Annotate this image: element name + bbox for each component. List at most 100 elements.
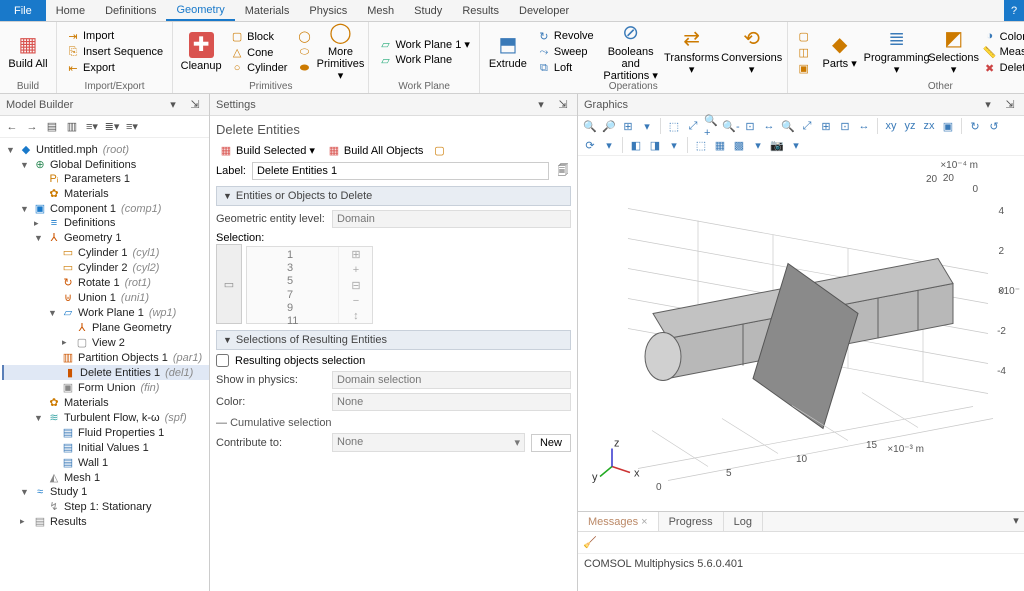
block-button[interactable]: ▢Block bbox=[227, 29, 290, 44]
tree-node[interactable]: ▣Form Union(fin) bbox=[2, 380, 209, 395]
panel-pin-icon[interactable]: ▾ bbox=[165, 97, 181, 113]
tree-node[interactable]: ✿Materials bbox=[2, 186, 209, 201]
tree-node[interactable]: ◭Mesh 1 bbox=[2, 470, 209, 485]
gfx-tool-icon[interactable]: xy bbox=[883, 118, 899, 134]
delete-sequence-button[interactable]: ✖Delete Sequence bbox=[980, 61, 1024, 76]
revolve-button[interactable]: ↻Revolve bbox=[534, 29, 597, 44]
menu-tab-study[interactable]: Study bbox=[404, 0, 452, 21]
menu-file[interactable]: File bbox=[0, 0, 46, 21]
gfx-tool-icon[interactable]: ↺ bbox=[986, 118, 1002, 134]
tree-node[interactable]: ✿Materials bbox=[2, 395, 209, 410]
gfx-tool-icon[interactable]: ▾ bbox=[750, 137, 766, 153]
gfx-tool-icon[interactable]: ↔ bbox=[761, 118, 777, 134]
tree-node[interactable]: ▼⊕Global Definitions bbox=[2, 157, 209, 172]
message-tab-progress[interactable]: Progress bbox=[659, 512, 724, 531]
gfx-tool-icon[interactable]: ↻ bbox=[967, 118, 983, 134]
transforms-button[interactable]: ⇄ Transforms ▾ bbox=[665, 26, 719, 78]
gfx-tool-icon[interactable]: ▾ bbox=[639, 118, 655, 134]
gfx-tool-icon[interactable]: ▾ bbox=[601, 137, 617, 153]
section-resulting[interactable]: ▼Selections of Resulting Entities bbox=[216, 330, 571, 350]
menu-tab-physics[interactable]: Physics bbox=[299, 0, 357, 21]
programming-button[interactable]: ≣Programming ▾ bbox=[866, 26, 928, 78]
menu-tab-home[interactable]: Home bbox=[46, 0, 95, 21]
gfx-tool-icon[interactable]: ⊞ bbox=[620, 118, 636, 134]
new-button[interactable]: New bbox=[531, 434, 571, 452]
gfx-tool-icon[interactable]: 📷 bbox=[769, 137, 785, 153]
gfx-tool-icon[interactable]: ◨ bbox=[647, 137, 663, 153]
gfx-tool-icon[interactable]: ⊡ bbox=[742, 118, 758, 134]
gfx-tool-icon[interactable]: ⟳ bbox=[582, 137, 598, 153]
section-entities[interactable]: ▼Entities or Objects to Delete bbox=[216, 186, 571, 206]
build-all-objects-button[interactable]: ▦Build All Objects bbox=[324, 143, 426, 158]
tree-node[interactable]: ↻Rotate 1(rot1) bbox=[2, 275, 209, 290]
measure-button[interactable]: 📏Measure bbox=[980, 45, 1024, 60]
menu-tab-results[interactable]: Results bbox=[452, 0, 509, 21]
tree-node[interactable]: ▸▤Results bbox=[2, 514, 209, 529]
work-plane-button[interactable]: ▱Work Plane bbox=[375, 53, 472, 68]
gfx-tool-icon[interactable]: ⤢ bbox=[685, 118, 701, 134]
selection-listbox[interactable]: 1357911 ⊞+⊟−↕ bbox=[246, 246, 373, 324]
gfx-tool-icon[interactable]: ⬚ bbox=[666, 118, 682, 134]
cone-button[interactable]: △Cone bbox=[227, 45, 290, 60]
selection-toggle[interactable]: ▭ bbox=[216, 244, 242, 324]
build-selected-button[interactable]: ▦Build Selected ▾ bbox=[216, 143, 318, 158]
gfx-tool-icon[interactable]: ⤢ bbox=[799, 118, 815, 134]
menu-tab-developer[interactable]: Developer bbox=[509, 0, 579, 21]
build-all-button[interactable]: ▦ Build All bbox=[6, 26, 50, 78]
gfx-tool-icon[interactable]: 🔍- bbox=[723, 118, 739, 134]
import-button[interactable]: ⇥Import bbox=[63, 29, 166, 44]
gfx-tool-icon[interactable]: ◧ bbox=[628, 137, 644, 153]
gfx-tool-icon[interactable]: 🔎 bbox=[601, 118, 617, 134]
graphics-canvas[interactable]: x y z ×10⁻⁴ m 20 0 ×10⁻ ×10⁻³ m 0 5 10 1… bbox=[578, 156, 1024, 511]
colors-button[interactable]: ◑Colors ▾ bbox=[980, 29, 1024, 44]
model-tree[interactable]: ▼◆Untitled.mph(root)▼⊕Global Definitions… bbox=[0, 138, 209, 591]
tree-node[interactable]: ▸▢View 2 bbox=[2, 335, 209, 350]
tree-node[interactable]: ▭Cylinder 1(cyl1) bbox=[2, 245, 209, 260]
tree-node[interactable]: ↯Step 1: Stationary bbox=[2, 499, 209, 514]
tree-node[interactable]: ▼⅄Geometry 1 bbox=[2, 230, 209, 245]
parts-button[interactable]: ◆Parts ▾ bbox=[818, 26, 862, 78]
message-tab-messages[interactable]: Messages × bbox=[578, 512, 659, 531]
gfx-tool-icon[interactable]: ⊞ bbox=[818, 118, 834, 134]
tree-node[interactable]: ▥Partition Objects 1(par1) bbox=[2, 350, 209, 365]
menu-tab-definitions[interactable]: Definitions bbox=[95, 0, 166, 21]
tree-node[interactable]: ▤Wall 1 bbox=[2, 455, 209, 470]
tree-node[interactable]: ⊎Union 1(uni1) bbox=[2, 290, 209, 305]
gfx-tool-icon[interactable]: ⬚ bbox=[693, 137, 709, 153]
selections-button[interactable]: ◩Selections ▾ bbox=[932, 26, 976, 78]
gfx-tool-icon[interactable]: ▣ bbox=[940, 118, 956, 134]
gfx-tool-icon[interactable]: yz bbox=[902, 118, 918, 134]
cleanup-button[interactable]: ✚ Cleanup bbox=[179, 26, 223, 78]
gfx-tool-icon[interactable]: ▾ bbox=[788, 137, 804, 153]
extrude-button[interactable]: ⬒ Extrude bbox=[486, 26, 530, 78]
insert-sequence-button[interactable]: ⎘Insert Sequence bbox=[63, 45, 166, 60]
tree-node[interactable]: ▸≡Definitions bbox=[2, 216, 209, 230]
clear-messages-icon[interactable]: 🧹 bbox=[582, 535, 598, 551]
menu-tab-geometry[interactable]: Geometry bbox=[166, 0, 234, 21]
tree-node[interactable]: ▤Initial Values 1 bbox=[2, 440, 209, 455]
resulting-checkbox[interactable] bbox=[216, 354, 229, 367]
label-input[interactable] bbox=[252, 162, 549, 180]
gfx-tool-icon[interactable]: ⊡ bbox=[837, 118, 853, 134]
cylinder-button[interactable]: ○Cylinder bbox=[227, 61, 290, 75]
gfx-tool-icon[interactable]: 🔍 bbox=[582, 118, 598, 134]
gfx-tool-icon[interactable]: zx bbox=[921, 118, 937, 134]
gfx-tool-icon[interactable]: ▩ bbox=[731, 137, 747, 153]
tree-node[interactable]: ▼◆Untitled.mph(root) bbox=[2, 142, 209, 157]
more-primitives-button[interactable]: ◯ More Primitives ▾ bbox=[318, 26, 362, 78]
tree-node[interactable]: PᵢParameters 1 bbox=[2, 172, 209, 186]
tree-node[interactable]: ⅄Plane Geometry bbox=[2, 320, 209, 335]
gfx-tool-icon[interactable]: ▾ bbox=[666, 137, 682, 153]
export-button[interactable]: ⇤Export bbox=[63, 61, 166, 76]
tree-node[interactable]: ▼▣Component 1(comp1) bbox=[2, 201, 209, 216]
sweep-button[interactable]: ⤳Sweep bbox=[534, 45, 597, 60]
work-plane-1-button[interactable]: ▱Work Plane 1 ▾ bbox=[375, 37, 472, 52]
loft-button[interactable]: ⧉Loft bbox=[534, 61, 597, 76]
gfx-tool-icon[interactable]: ↔ bbox=[856, 118, 872, 134]
gfx-tool-icon[interactable]: 🔍+ bbox=[704, 118, 720, 134]
message-tab-log[interactable]: Log bbox=[724, 512, 763, 531]
help-button[interactable]: ? bbox=[1004, 0, 1024, 21]
gfx-tool-icon[interactable]: ▦ bbox=[712, 137, 728, 153]
menu-tab-mesh[interactable]: Mesh bbox=[357, 0, 404, 21]
booleans-button[interactable]: ⊘ Booleans and Partitions ▾ bbox=[601, 26, 661, 78]
